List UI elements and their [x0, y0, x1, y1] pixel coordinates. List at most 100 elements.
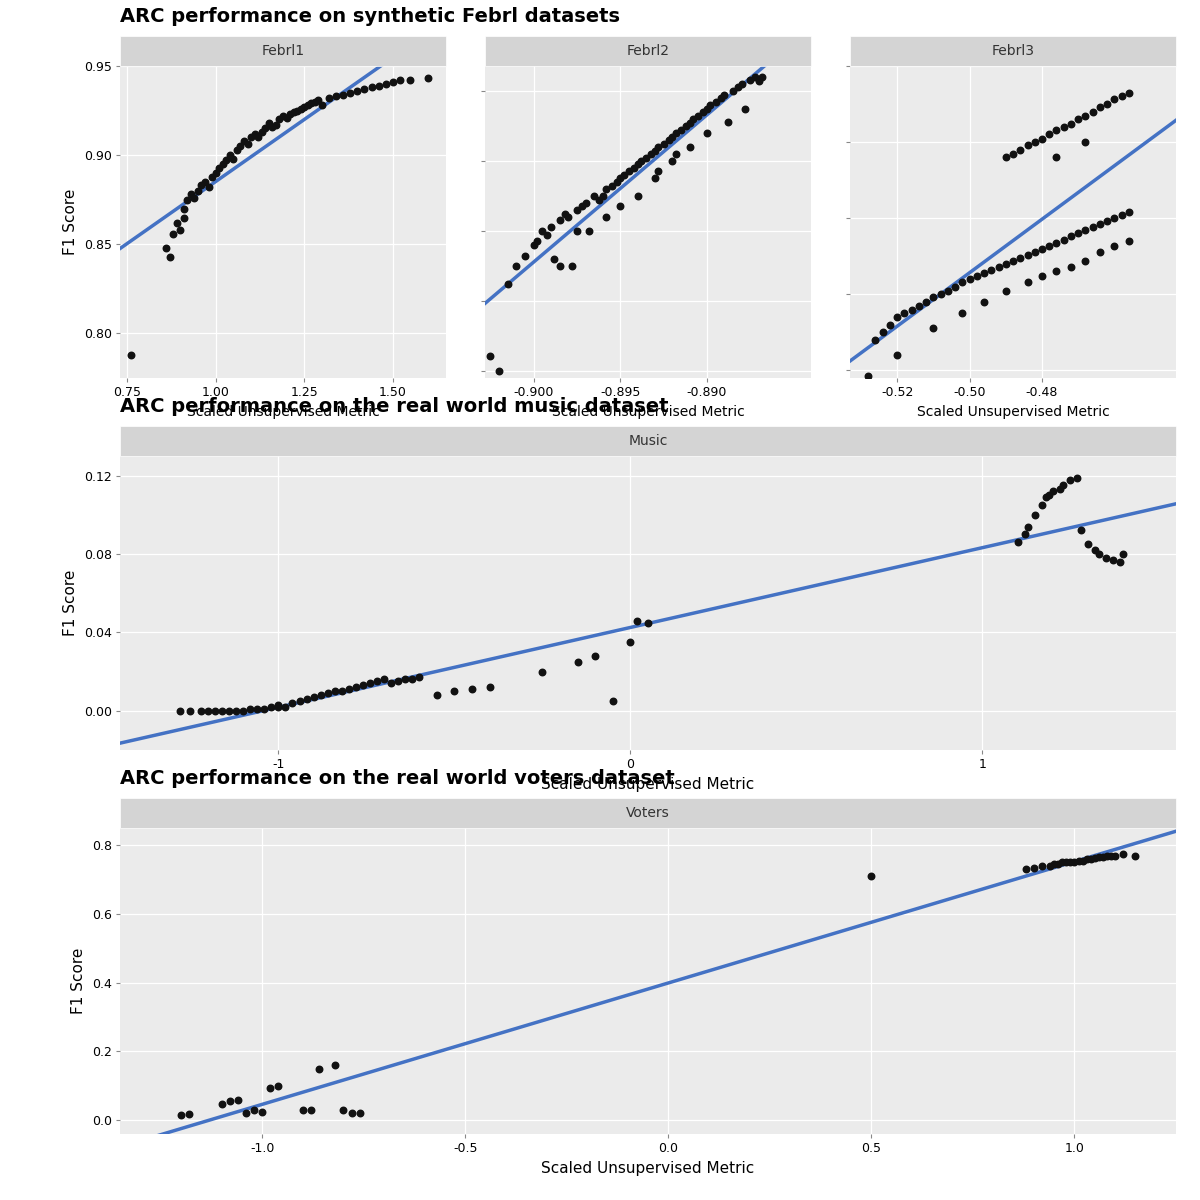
Point	[974, 263, 994, 282]
Point	[259, 114, 278, 133]
Point	[568, 652, 587, 671]
Point	[1120, 84, 1139, 103]
Point	[390, 71, 409, 90]
X-axis label: Scaled Unsupervised Metric: Scaled Unsupervised Metric	[552, 404, 744, 419]
Point	[269, 697, 288, 716]
Point	[1120, 203, 1139, 222]
Point	[642, 144, 661, 163]
Point	[199, 178, 218, 197]
Point	[749, 72, 768, 91]
Point	[1025, 132, 1044, 151]
Point	[740, 71, 760, 90]
Point	[230, 137, 250, 156]
Point	[263, 118, 282, 137]
Point	[252, 122, 271, 142]
Point	[266, 115, 286, 134]
Point	[614, 166, 634, 185]
Point	[248, 127, 268, 146]
Text: Febrl1: Febrl1	[262, 44, 305, 58]
Point	[1091, 97, 1110, 116]
Point	[1081, 850, 1100, 869]
Point	[241, 127, 260, 146]
Point	[888, 346, 907, 365]
Point	[1126, 846, 1145, 865]
Point	[697, 124, 716, 143]
Point	[1061, 257, 1080, 276]
Point	[1054, 230, 1073, 250]
Point	[1046, 120, 1066, 139]
Point	[1078, 850, 1097, 869]
Point	[989, 257, 1008, 276]
Point	[325, 682, 344, 701]
Point	[121, 346, 140, 365]
Point	[326, 86, 346, 106]
Point	[562, 257, 581, 276]
Point	[528, 232, 547, 251]
Point	[646, 168, 665, 187]
Point	[1054, 118, 1073, 137]
Point	[1096, 548, 1115, 568]
Point	[689, 107, 708, 126]
Point	[270, 110, 289, 130]
Point	[662, 127, 682, 146]
Point	[340, 679, 359, 698]
Point	[1105, 236, 1124, 256]
Point	[1057, 853, 1076, 872]
Point	[1039, 236, 1058, 256]
Point	[296, 690, 316, 709]
Point	[1114, 844, 1133, 863]
Point	[619, 161, 638, 180]
Point	[1076, 221, 1096, 240]
Point	[298, 96, 317, 115]
Point	[409, 668, 428, 688]
Text: Music: Music	[629, 434, 667, 448]
Point	[680, 114, 700, 133]
Point	[481, 346, 500, 365]
Point	[228, 1090, 247, 1109]
X-axis label: Scaled Unsupervised Metric: Scaled Unsupervised Metric	[541, 776, 755, 792]
Text: ARC performance on synthetic Febrl datasets: ARC performance on synthetic Febrl datas…	[120, 7, 620, 26]
Point	[1046, 233, 1066, 252]
Point	[881, 316, 900, 335]
Point	[490, 361, 509, 380]
Point	[533, 662, 552, 682]
Point	[293, 1100, 312, 1120]
Point	[559, 208, 578, 227]
Point	[1105, 846, 1124, 865]
Point	[1120, 232, 1139, 251]
Point	[590, 191, 610, 210]
Point	[402, 670, 421, 689]
Point	[1069, 851, 1088, 870]
Point	[1039, 486, 1058, 505]
Point	[917, 293, 936, 312]
Point	[274, 107, 293, 126]
Point	[1018, 245, 1037, 264]
Point	[584, 186, 604, 205]
Point	[332, 682, 352, 701]
Point	[1019, 517, 1038, 536]
Point	[895, 302, 914, 322]
Point	[938, 282, 958, 301]
Point	[1016, 859, 1036, 878]
Point	[910, 296, 929, 316]
Point	[234, 131, 253, 150]
Point	[982, 260, 1001, 280]
Point	[924, 288, 943, 307]
Point	[728, 77, 748, 96]
Point	[374, 670, 394, 689]
Point	[367, 672, 386, 691]
Point	[256, 119, 275, 138]
Point	[736, 100, 755, 119]
Point	[1025, 242, 1044, 262]
Point	[156, 239, 175, 258]
Point	[1026, 505, 1045, 524]
Point	[607, 173, 626, 192]
Point	[198, 701, 217, 720]
Point	[353, 676, 372, 695]
Point	[1040, 857, 1060, 876]
Point	[1061, 114, 1080, 133]
Point	[611, 197, 630, 216]
Point	[355, 79, 374, 98]
Point	[631, 151, 650, 170]
Point	[1110, 552, 1129, 571]
